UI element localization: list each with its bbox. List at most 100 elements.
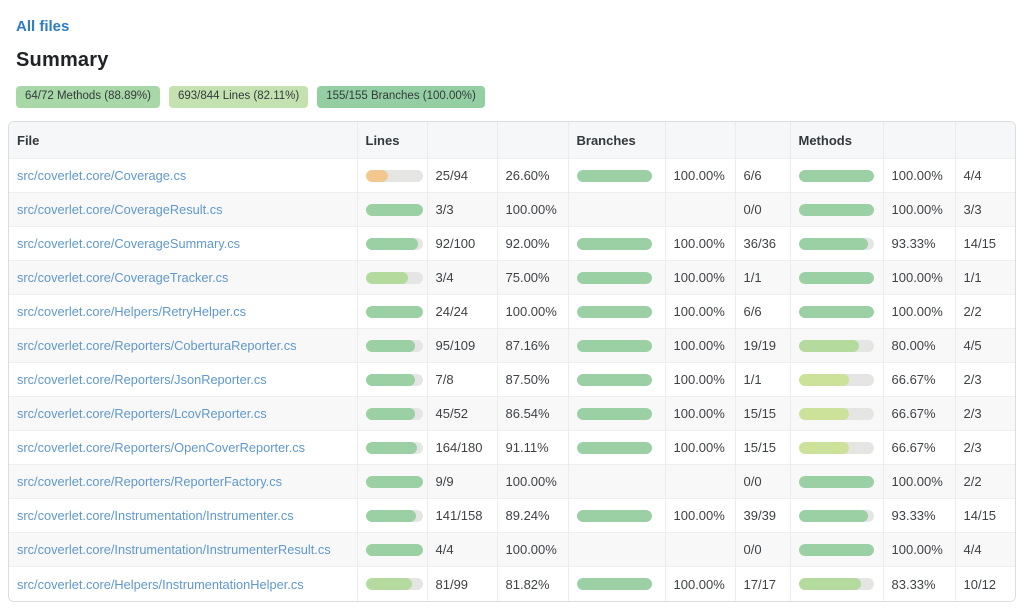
file-link[interactable]: src/coverlet.core/Helpers/RetryHelper.cs [17, 304, 246, 320]
branches-bar-cell [567, 294, 665, 329]
summary-badge: 64/72 Methods (88.89%) [16, 86, 160, 108]
branches-pct-cell: 100.00% [664, 294, 735, 329]
branches-coverage-bar [576, 373, 652, 386]
lines-bar-cell [356, 430, 427, 465]
file-cell: src/coverlet.core/Instrumentation/Instru… [9, 498, 357, 533]
lines-count-cell: 164/180 [426, 430, 497, 465]
lines-pct-cell: 75.00% [496, 260, 568, 295]
lines-count-cell: 81/99 [426, 566, 497, 601]
methods-count-cell: 2/2 [954, 464, 1015, 499]
column-header-methods: Methods [789, 121, 883, 159]
lines-count-cell: 7/8 [426, 362, 497, 397]
file-link[interactable]: src/coverlet.core/CoverageSummary.cs [17, 236, 241, 252]
methods-bar-cell [789, 430, 883, 465]
methods-coverage-bar [798, 475, 874, 488]
lines-count-cell: 25/94 [426, 158, 497, 193]
branches-coverage-bar [576, 271, 652, 284]
page-header: All files Summary 64/72 Methods (88.89%)… [8, 8, 1016, 108]
methods-pct-cell: 83.33% [882, 566, 955, 601]
methods-count-cell: 4/5 [954, 328, 1015, 363]
branches-pct-cell: 100.00% [664, 328, 735, 363]
table-row: src/coverlet.core/Helpers/Instrumentatio… [9, 566, 1015, 601]
column-header-branches-count [734, 121, 790, 159]
file-cell: src/coverlet.core/Helpers/Instrumentatio… [9, 566, 357, 601]
lines-count-cell: 45/52 [426, 396, 497, 431]
file-link[interactable]: src/coverlet.core/Reporters/JsonReporter… [17, 372, 267, 388]
lines-pct-cell: 100.00% [496, 532, 568, 567]
branches-bar-cell [567, 362, 665, 397]
column-header-lines: Lines [356, 121, 427, 159]
lines-pct-cell: 26.60% [496, 158, 568, 193]
methods-bar-cell [789, 396, 883, 431]
lines-coverage-bar [365, 407, 423, 420]
lines-bar-cell [356, 566, 427, 601]
methods-bar-cell [789, 226, 883, 261]
table-row: src/coverlet.core/Reporters/ReporterFact… [9, 464, 1015, 499]
file-link[interactable]: src/coverlet.core/Instrumentation/Instru… [17, 542, 331, 558]
coverage-table: File Lines Branches Methods src/coverlet… [9, 121, 1015, 601]
file-link[interactable]: src/coverlet.core/Coverage.cs [17, 168, 187, 184]
table-row: src/coverlet.core/Instrumentation/Instru… [9, 532, 1015, 567]
methods-count-cell: 2/3 [954, 362, 1015, 397]
branches-bar-cell [567, 226, 665, 261]
coverage-table-container: File Lines Branches Methods src/coverlet… [8, 120, 1016, 602]
methods-coverage-bar [798, 339, 874, 352]
file-cell: src/coverlet.core/Instrumentation/Instru… [9, 532, 357, 567]
branches-coverage-bar [576, 169, 652, 182]
branches-bar-cell [567, 158, 665, 193]
lines-coverage-bar [365, 203, 423, 216]
file-link[interactable]: src/coverlet.core/Instrumentation/Instru… [17, 508, 294, 524]
file-cell: src/coverlet.core/Reporters/LcovReporter… [9, 396, 357, 431]
methods-bar-cell [789, 294, 883, 329]
lines-coverage-bar [365, 578, 423, 591]
lines-coverage-bar [365, 441, 423, 454]
lines-pct-cell: 86.54% [496, 396, 568, 431]
lines-coverage-bar [365, 237, 423, 250]
table-row: src/coverlet.core/Reporters/LcovReporter… [9, 396, 1015, 431]
column-header-branches-pct [664, 121, 735, 159]
column-header-lines-count [426, 121, 497, 159]
branches-bar-cell [567, 498, 665, 533]
file-link[interactable]: src/coverlet.core/Reporters/CoberturaRep… [17, 338, 297, 354]
branches-count-cell: 15/15 [734, 396, 790, 431]
all-files-link[interactable]: All files [16, 18, 70, 35]
coverage-table-body: src/coverlet.core/Coverage.cs 25/94 26.6… [9, 158, 1015, 601]
methods-count-cell: 14/15 [954, 226, 1015, 261]
file-link[interactable]: src/coverlet.core/Reporters/ReporterFact… [17, 474, 283, 490]
file-link[interactable]: src/coverlet.core/Reporters/OpenCoverRep… [17, 440, 306, 456]
branches-count-cell: 39/39 [734, 498, 790, 533]
branches-pct-cell: 100.00% [664, 566, 735, 601]
lines-pct-cell: 87.16% [496, 328, 568, 363]
branches-coverage-bar [576, 441, 652, 454]
methods-pct-cell: 100.00% [882, 294, 955, 329]
methods-count-cell: 3/3 [954, 192, 1015, 227]
summary-badge: 693/844 Lines (82.11%) [168, 86, 309, 108]
table-row: src/coverlet.core/Coverage.cs 25/94 26.6… [9, 158, 1015, 193]
lines-coverage-bar [365, 509, 423, 522]
lines-count-cell: 141/158 [426, 498, 497, 533]
branches-count-cell: 1/1 [734, 260, 790, 295]
methods-count-cell: 2/3 [954, 430, 1015, 465]
branches-pct-cell: 100.00% [664, 226, 735, 261]
file-cell: src/coverlet.core/Reporters/OpenCoverRep… [9, 430, 357, 465]
methods-pct-cell: 100.00% [882, 192, 955, 227]
lines-bar-cell [356, 464, 427, 499]
branches-coverage-bar [576, 237, 652, 250]
methods-coverage-bar [798, 271, 874, 284]
branches-pct-cell: 100.00% [664, 396, 735, 431]
lines-pct-cell: 91.11% [496, 430, 568, 465]
file-cell: src/coverlet.core/Reporters/CoberturaRep… [9, 328, 357, 363]
table-row: src/coverlet.core/Reporters/JsonReporter… [9, 362, 1015, 397]
file-link[interactable]: src/coverlet.core/Reporters/LcovReporter… [17, 406, 267, 422]
methods-pct-cell: 66.67% [882, 396, 955, 431]
lines-bar-cell [356, 294, 427, 329]
file-link[interactable]: src/coverlet.core/Helpers/Instrumentatio… [17, 576, 304, 592]
branches-pct-cell: 100.00% [664, 362, 735, 397]
file-link[interactable]: src/coverlet.core/CoverageTracker.cs [17, 270, 229, 286]
branches-pct-cell [664, 532, 735, 567]
lines-coverage-bar [365, 373, 423, 386]
lines-count-cell: 24/24 [426, 294, 497, 329]
lines-count-cell: 4/4 [426, 532, 497, 567]
methods-count-cell: 4/4 [954, 532, 1015, 567]
file-link[interactable]: src/coverlet.core/CoverageResult.cs [17, 202, 223, 218]
